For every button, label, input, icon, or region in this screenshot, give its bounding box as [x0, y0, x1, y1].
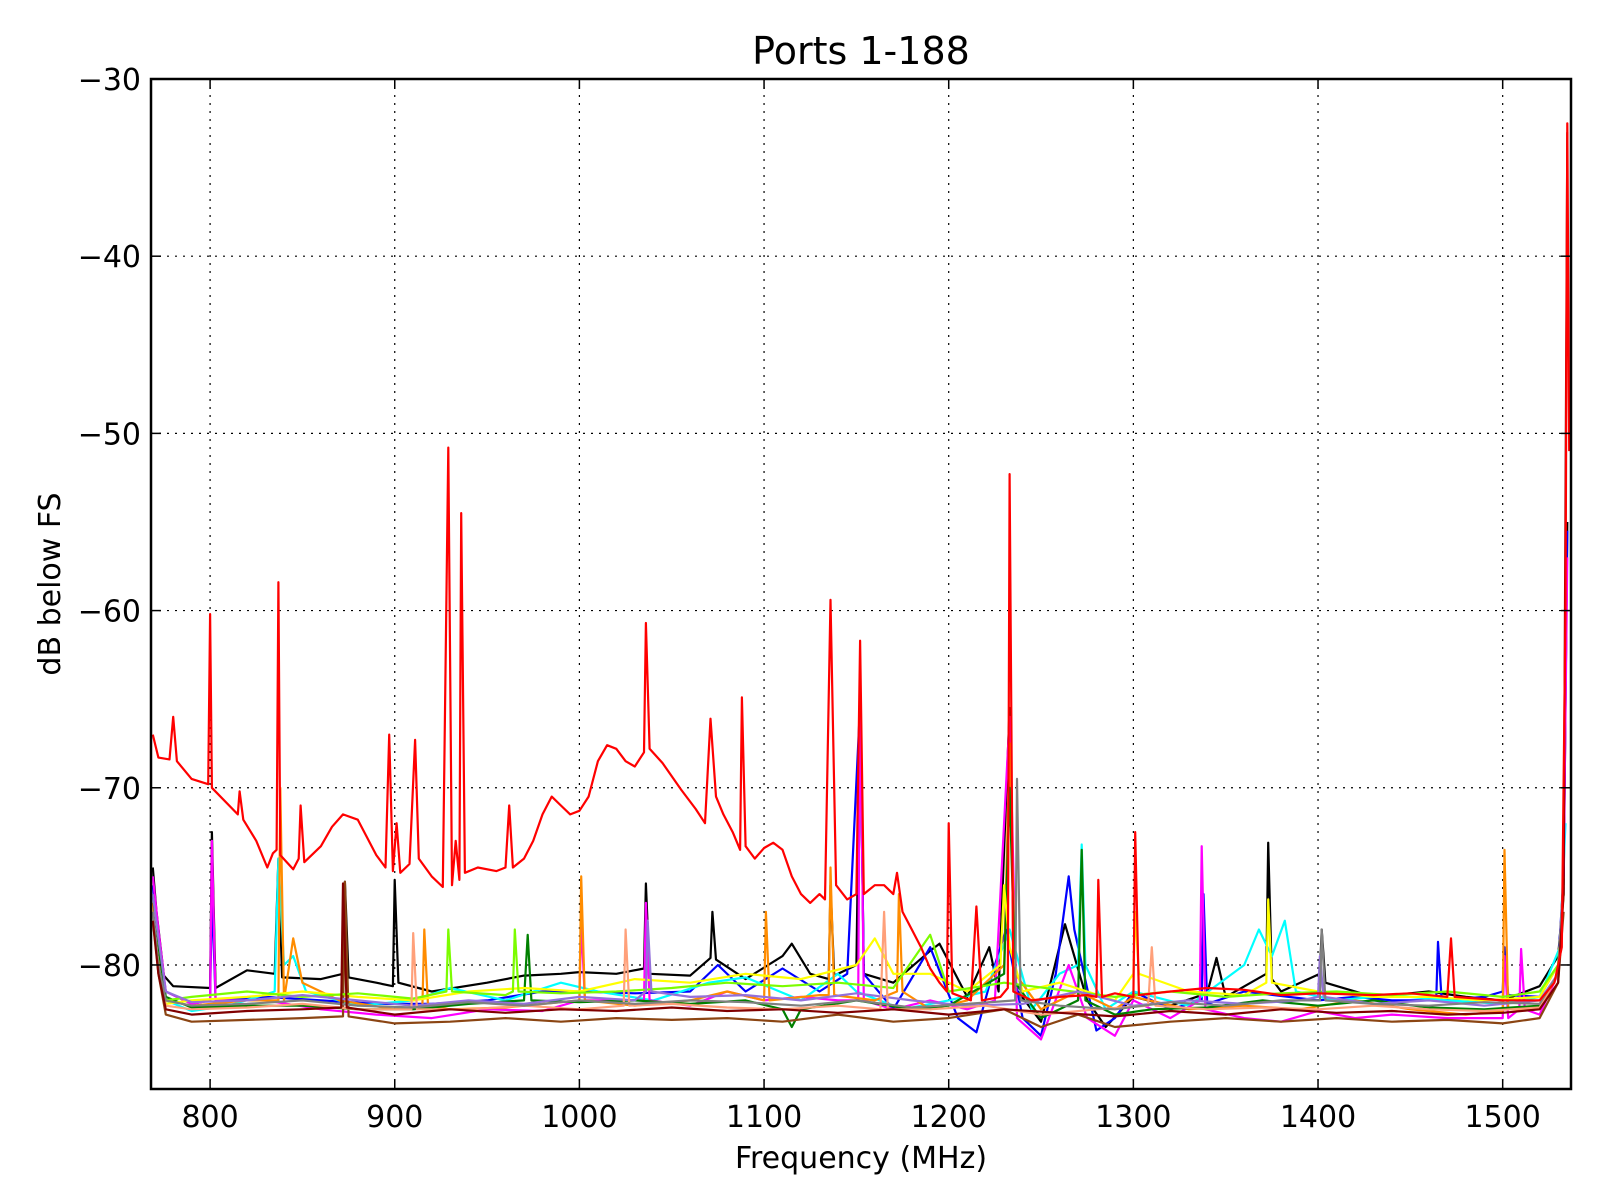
plot-lines [151, 122, 1571, 1041]
x-tick-label: 900 [366, 1100, 423, 1135]
x-tick-label: 800 [181, 1100, 238, 1135]
x-tick-label: 1200 [911, 1100, 987, 1135]
series-line-1 [151, 122, 1571, 1002]
series-line-5 [151, 557, 1569, 1041]
y-tick-label: −60 [78, 595, 141, 630]
x-axis-label: Frequency (MHz) [735, 1141, 987, 1176]
series-line-14 [151, 132, 1569, 1018]
series-line-10 [151, 894, 1565, 1002]
x-tick-label: 1300 [1095, 1100, 1171, 1135]
y-axis-label: dB below FS [33, 492, 68, 675]
ticks: 800 900 1000 1100 1200 1300 1400 1500 −30 −40 −50 −… [78, 63, 1571, 1135]
y-tick-label: −40 [78, 240, 141, 275]
series-line-9 [151, 880, 1565, 1029]
series-line-12 [151, 885, 1565, 1016]
chart-title: Ports 1-188 [752, 29, 970, 73]
plot-frame [149, 77, 1573, 1091]
series-line-8 [151, 884, 1565, 1005]
series-line-4 [151, 823, 1567, 1013]
x-tick-label: 1400 [1280, 1100, 1356, 1135]
series-line-13 [151, 777, 1565, 1011]
grid [151, 78, 1571, 1089]
x-tick-label: 1500 [1464, 1100, 1540, 1135]
x-tick-label: 1100 [726, 1100, 802, 1135]
y-tick-label: −70 [78, 772, 141, 807]
y-tick-label: −50 [78, 417, 141, 452]
y-tick-label: −30 [78, 63, 141, 98]
series-line-11 [151, 876, 1565, 1007]
x-tick-label: 1000 [541, 1100, 617, 1135]
y-tick-label: −80 [78, 949, 141, 984]
